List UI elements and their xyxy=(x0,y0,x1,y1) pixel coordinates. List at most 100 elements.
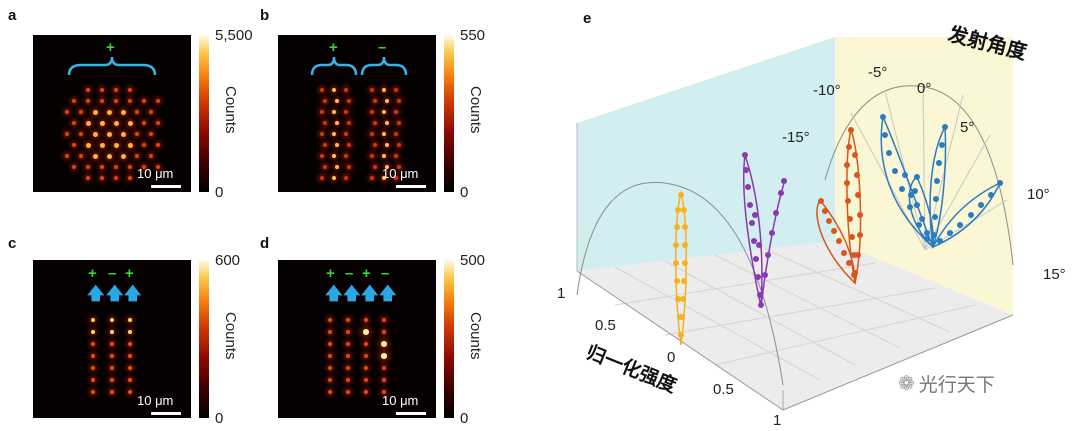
panel-a-colorbar-min: 0 xyxy=(215,184,224,201)
blue-point xyxy=(919,216,925,222)
angle-tick-m15: -15° xyxy=(782,129,810,146)
orange-point xyxy=(682,242,688,248)
spot xyxy=(382,132,386,136)
spot xyxy=(344,110,348,114)
spot xyxy=(394,88,398,92)
spot xyxy=(332,110,336,114)
panel-c-image: 10 μm xyxy=(33,260,191,418)
spot xyxy=(128,318,132,322)
spot xyxy=(370,132,374,136)
blue-point xyxy=(912,188,918,194)
spot xyxy=(128,390,132,394)
spot xyxy=(100,88,104,92)
spot xyxy=(65,132,69,136)
purple-point xyxy=(762,272,768,278)
blue-point xyxy=(934,178,940,184)
spot xyxy=(346,354,350,358)
spot xyxy=(382,366,386,370)
spot xyxy=(382,154,386,158)
panel-d-letter: d xyxy=(260,235,270,252)
spot xyxy=(332,176,336,180)
spot xyxy=(128,342,132,346)
panel-d-colorbar-max: 500 xyxy=(460,252,486,269)
purple-point xyxy=(757,292,763,298)
spot xyxy=(347,99,351,103)
orange-point xyxy=(680,296,686,302)
purple-point xyxy=(758,302,764,308)
red-point xyxy=(836,238,842,244)
red-point xyxy=(844,180,850,186)
spot xyxy=(364,342,368,346)
panel-d-arrow-2: 🡅 xyxy=(343,284,361,303)
spot xyxy=(335,165,339,169)
orange-point xyxy=(674,278,680,284)
panel-c-colorbar-max: 600 xyxy=(215,252,241,269)
panel-d-colorbar-min: 0 xyxy=(460,410,469,427)
spot xyxy=(364,318,368,322)
intensity-tick-05-right: 0.5 xyxy=(713,381,734,398)
wechat-icon: ❁ xyxy=(898,373,915,395)
intensity-tick-05-left: 0.5 xyxy=(595,317,616,334)
spot xyxy=(79,110,83,114)
spot xyxy=(328,354,332,358)
blue-point xyxy=(932,214,938,220)
spot xyxy=(110,378,114,382)
spot xyxy=(397,165,401,169)
panel-d-image: 10 μm xyxy=(278,260,436,418)
orange-point xyxy=(682,260,688,266)
purple-point xyxy=(751,238,757,244)
purple-point xyxy=(781,178,787,184)
spot xyxy=(92,153,98,159)
spot xyxy=(382,330,386,334)
orange-point xyxy=(681,207,687,213)
blue-point xyxy=(892,168,898,174)
blue-point xyxy=(957,222,963,228)
blue-point xyxy=(978,202,984,208)
spot xyxy=(100,99,104,103)
panel-c-colorbar xyxy=(199,260,209,418)
spot xyxy=(128,330,132,334)
spot xyxy=(394,132,398,136)
spot xyxy=(113,142,119,148)
spot xyxy=(120,153,126,159)
spot xyxy=(120,131,126,137)
spot xyxy=(114,176,118,180)
spot xyxy=(128,99,132,103)
spot xyxy=(385,165,389,169)
red-point xyxy=(857,212,863,218)
angle-tick-5: 5° xyxy=(960,119,974,136)
spot xyxy=(128,366,132,370)
spot xyxy=(363,329,369,335)
blue-point xyxy=(916,222,922,228)
spot xyxy=(156,99,160,103)
spot xyxy=(86,88,90,92)
spot xyxy=(72,143,76,147)
blue-point xyxy=(942,124,948,130)
spot xyxy=(364,390,368,394)
spot xyxy=(142,99,146,103)
orange-point xyxy=(682,224,688,230)
spot xyxy=(397,121,401,125)
spot xyxy=(91,390,95,394)
spot xyxy=(373,143,377,147)
intensity-tick-1-left: 1 xyxy=(557,285,565,302)
spot xyxy=(110,318,114,322)
red-point xyxy=(852,152,858,158)
watermark: ❁ 光行天下 xyxy=(898,370,995,397)
spot xyxy=(106,109,112,115)
panel-d-sign-4: – xyxy=(381,265,390,282)
blue-point xyxy=(907,204,913,210)
panel-c-scale-text: 10 μm xyxy=(137,393,174,408)
blue-point xyxy=(924,236,930,242)
panel-b-colorbar-max: 550 xyxy=(460,27,486,44)
spot xyxy=(142,165,146,169)
watermark-text: 光行天下 xyxy=(918,375,995,396)
orange-point xyxy=(679,314,685,320)
spot xyxy=(99,120,105,126)
spot xyxy=(128,165,132,169)
angle-tick-m5: -5° xyxy=(868,64,887,81)
panel-a-scale-text: 10 μm xyxy=(137,166,174,181)
spot xyxy=(385,143,389,147)
spot xyxy=(382,88,386,92)
spot xyxy=(120,109,126,115)
